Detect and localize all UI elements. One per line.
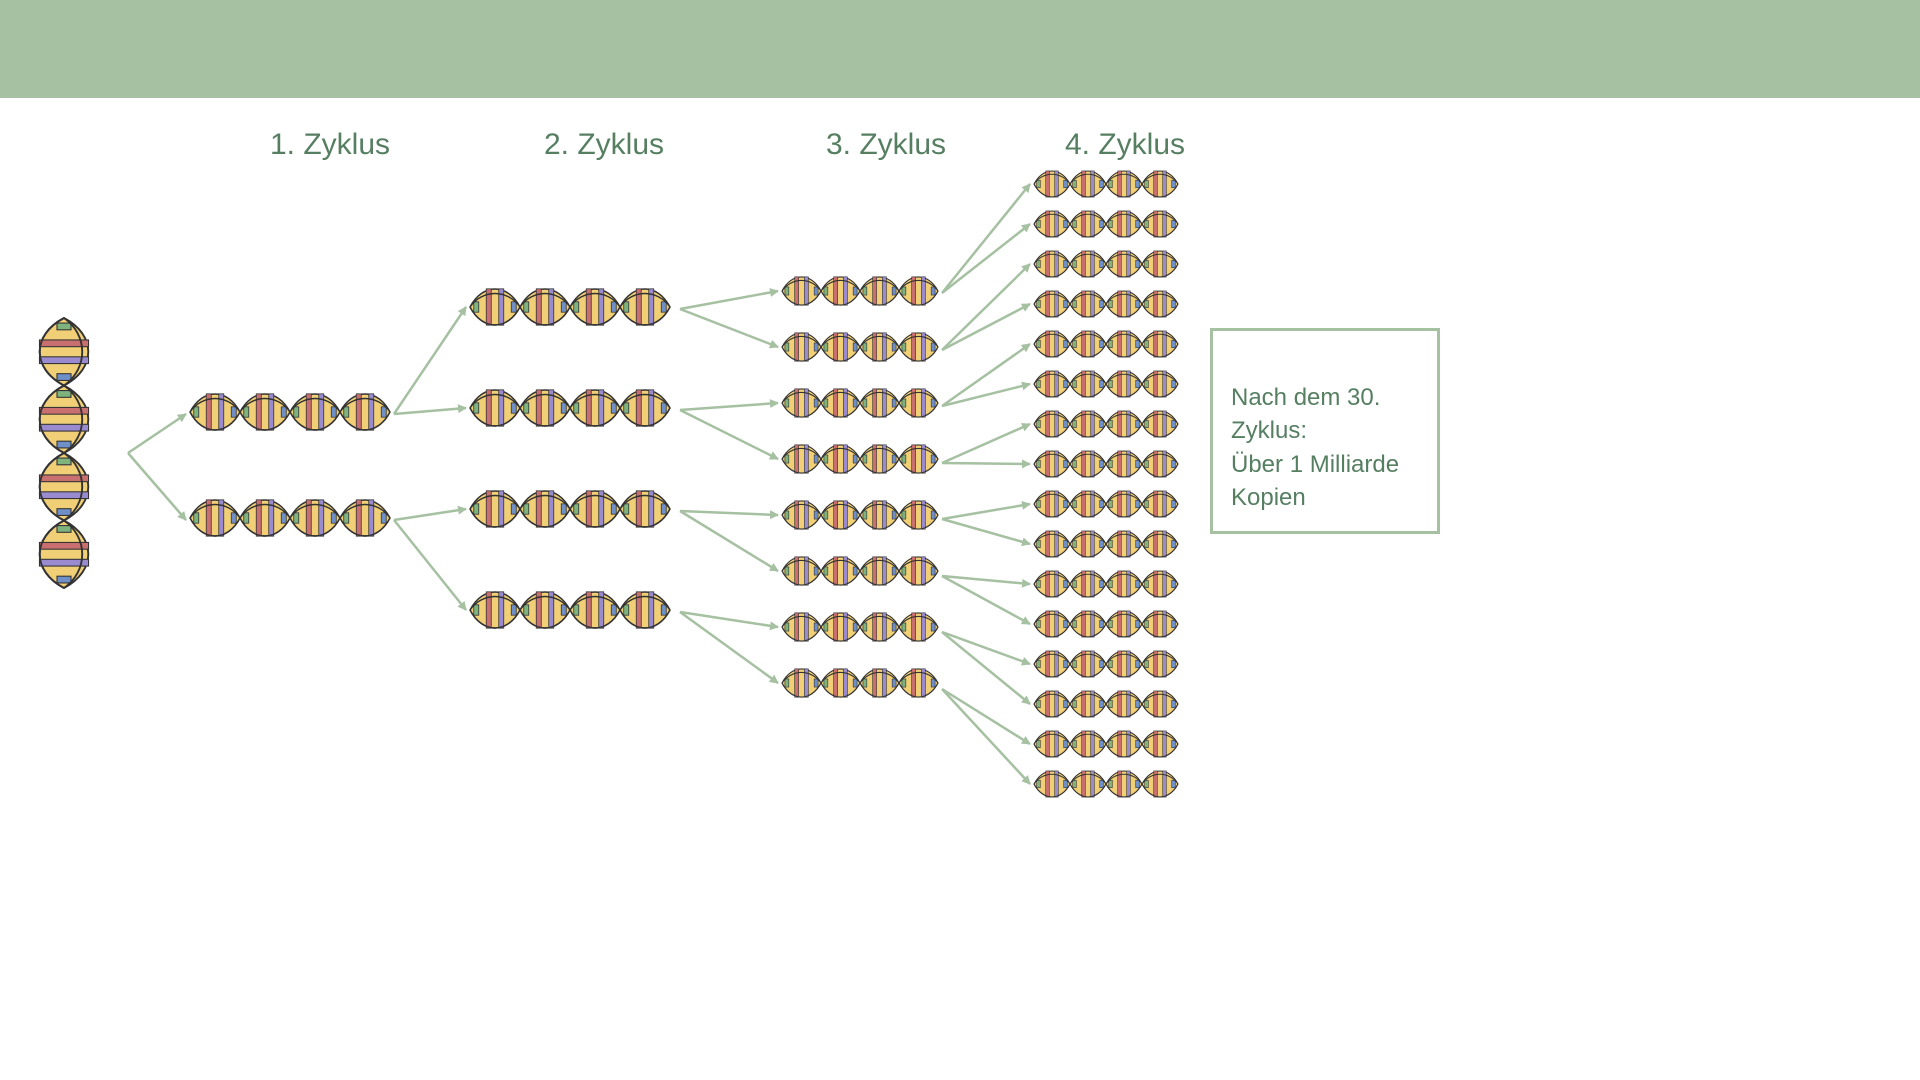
dna-icon: [190, 500, 390, 536]
dna-icon: [782, 389, 938, 417]
dna-icon: [1034, 411, 1178, 437]
dna-icon: [470, 390, 670, 426]
dna-icon: [782, 557, 938, 585]
dna-icon: [1034, 251, 1178, 277]
dna-icon: [1034, 291, 1178, 317]
column-label-4: 4. Zyklus: [1065, 128, 1185, 162]
dna-icon: [1034, 171, 1178, 197]
dna-icon: [470, 289, 670, 325]
dna-icon: [1034, 371, 1178, 397]
dna-icon: [782, 613, 938, 641]
dna-icon: [782, 277, 938, 305]
dna-icon: [470, 592, 670, 628]
dna-icon: [1034, 611, 1178, 637]
column-label-2: 2. Zyklus: [544, 128, 664, 162]
dna-icon: [1034, 531, 1178, 557]
dna-icon: [1034, 491, 1178, 517]
dna-icon: [1034, 771, 1178, 797]
dna-icon: [782, 333, 938, 361]
dna-icon: [1034, 451, 1178, 477]
column-label-3: 3. Zyklus: [826, 128, 946, 162]
dna-icon: [190, 394, 390, 430]
result-note-text: Nach dem 30. Zyklus: Über 1 Milliarde Ko…: [1231, 384, 1399, 512]
dna-icon: [1034, 211, 1178, 237]
dna-icon: [470, 491, 670, 527]
result-note-box: Nach dem 30. Zyklus: Über 1 Milliarde Ko…: [1210, 328, 1440, 534]
dna-icon: [1034, 651, 1178, 677]
pcr-diagram-svg: [0, 0, 1920, 1080]
dna-icon: [782, 501, 938, 529]
dna-icon: [782, 445, 938, 473]
dna-icon: [1034, 331, 1178, 357]
dna-icon: [1034, 731, 1178, 757]
dna-icon: [1034, 691, 1178, 717]
dna-origin: [39, 318, 88, 588]
column-label-1: 1. Zyklus: [270, 128, 390, 162]
dna-icon: [1034, 571, 1178, 597]
dna-icon: [782, 669, 938, 697]
